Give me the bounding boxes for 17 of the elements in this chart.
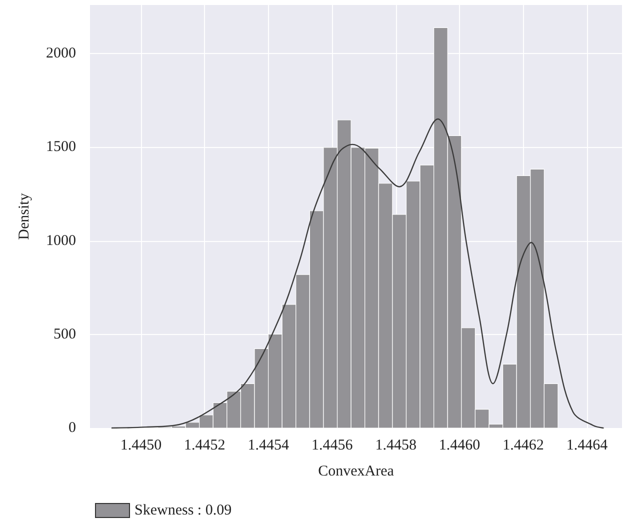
y-tick-label: 1500 <box>46 139 76 156</box>
y-tick-label: 2000 <box>46 46 76 62</box>
x-tick-label: 1.4464 <box>566 438 608 454</box>
x-tick-label: 1.4462 <box>502 438 544 454</box>
x-tick-label: 1.4450 <box>120 438 162 454</box>
x-tick-label: 1.4452 <box>184 438 226 454</box>
line-series <box>111 118 604 429</box>
legend-label: Skewness : 0.09 <box>134 502 232 518</box>
x-tick-label: 1.4454 <box>248 438 290 454</box>
y-axis-title: Density <box>16 192 32 240</box>
y-tick-label: 500 <box>54 326 76 342</box>
y-tick-label: 0 <box>68 420 76 436</box>
x-tick-label: 1.4458 <box>375 438 416 454</box>
y-tick-label: 1000 <box>46 232 76 249</box>
x-axis-title: ConvexArea <box>318 464 394 480</box>
x-tick-label: 1.4456 <box>311 438 354 454</box>
x-tick-label: 1.4460 <box>438 438 480 454</box>
